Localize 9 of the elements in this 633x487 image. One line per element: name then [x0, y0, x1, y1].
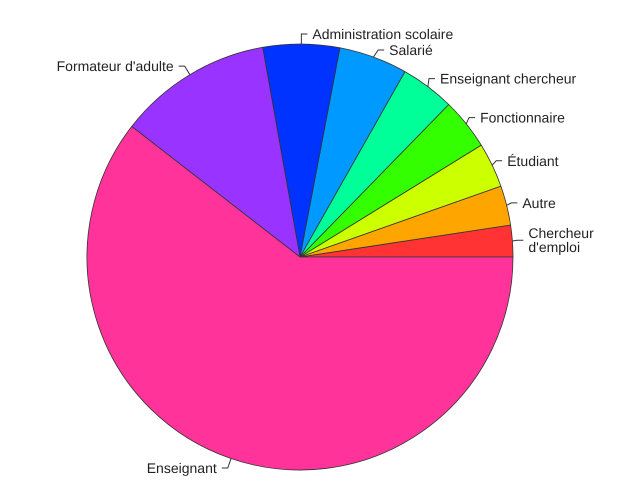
slice-label: Administration scolaire [312, 26, 454, 42]
slice-label: Fonctionnaire [480, 110, 566, 126]
slice-label: Formateur d'adulte [56, 58, 174, 74]
slice-label: Étudiant [507, 152, 559, 169]
slice-label: Enseignant chercheur [440, 70, 577, 87]
slice-label: Enseignant [146, 460, 217, 476]
slice-label: Chercheur d'emploi [528, 225, 598, 256]
slice-label: Salarié [389, 42, 433, 58]
slice-label: Autre [522, 194, 556, 211]
